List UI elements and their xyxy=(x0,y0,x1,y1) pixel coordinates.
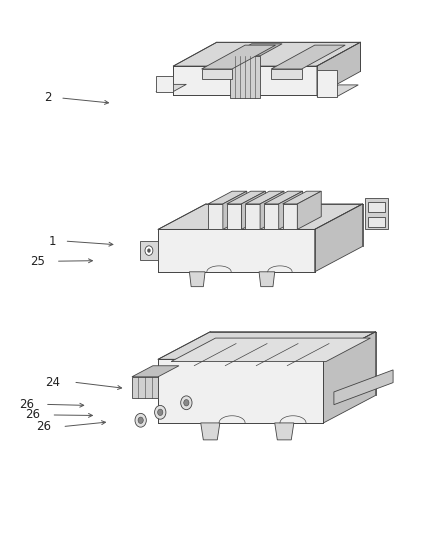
Polygon shape xyxy=(297,191,321,229)
Polygon shape xyxy=(173,42,360,66)
Polygon shape xyxy=(171,338,371,361)
Polygon shape xyxy=(208,204,223,229)
Circle shape xyxy=(181,396,192,410)
Text: 1: 1 xyxy=(48,235,56,247)
Polygon shape xyxy=(189,272,205,287)
Circle shape xyxy=(135,414,146,427)
Polygon shape xyxy=(158,359,323,423)
Text: 26: 26 xyxy=(19,398,34,411)
Polygon shape xyxy=(317,85,358,97)
Circle shape xyxy=(184,400,189,406)
Text: 26: 26 xyxy=(25,408,41,422)
Polygon shape xyxy=(283,204,297,229)
Polygon shape xyxy=(140,241,158,260)
Circle shape xyxy=(158,409,163,416)
Polygon shape xyxy=(227,204,241,229)
Polygon shape xyxy=(156,84,186,92)
Polygon shape xyxy=(245,191,284,204)
Circle shape xyxy=(138,417,143,423)
Polygon shape xyxy=(132,377,158,398)
Polygon shape xyxy=(259,272,275,287)
Polygon shape xyxy=(323,332,376,423)
Polygon shape xyxy=(201,69,232,78)
Circle shape xyxy=(155,406,166,419)
Polygon shape xyxy=(275,423,294,440)
Polygon shape xyxy=(283,191,321,204)
Circle shape xyxy=(147,248,151,253)
Polygon shape xyxy=(315,204,363,272)
Polygon shape xyxy=(223,191,247,229)
Polygon shape xyxy=(158,204,363,229)
Polygon shape xyxy=(201,45,276,69)
Polygon shape xyxy=(230,56,260,98)
Polygon shape xyxy=(334,370,393,405)
Polygon shape xyxy=(367,202,385,212)
Polygon shape xyxy=(365,198,388,229)
Polygon shape xyxy=(245,204,260,229)
Polygon shape xyxy=(158,229,315,272)
Polygon shape xyxy=(208,191,247,204)
Polygon shape xyxy=(264,204,279,229)
Polygon shape xyxy=(279,191,303,229)
Text: 24: 24 xyxy=(45,376,60,389)
Circle shape xyxy=(145,246,153,255)
Polygon shape xyxy=(227,191,265,204)
Polygon shape xyxy=(271,69,302,78)
Polygon shape xyxy=(260,191,284,229)
Polygon shape xyxy=(264,191,303,204)
Polygon shape xyxy=(367,216,385,227)
Polygon shape xyxy=(156,76,173,92)
Polygon shape xyxy=(201,423,220,440)
Text: 25: 25 xyxy=(30,255,45,268)
Polygon shape xyxy=(317,70,336,97)
Text: 26: 26 xyxy=(36,420,51,433)
Polygon shape xyxy=(317,42,360,95)
Polygon shape xyxy=(173,66,317,95)
Text: 2: 2 xyxy=(44,91,51,104)
Polygon shape xyxy=(132,366,179,377)
Polygon shape xyxy=(241,191,265,229)
Polygon shape xyxy=(271,45,345,69)
Polygon shape xyxy=(230,44,282,56)
Polygon shape xyxy=(158,332,376,359)
